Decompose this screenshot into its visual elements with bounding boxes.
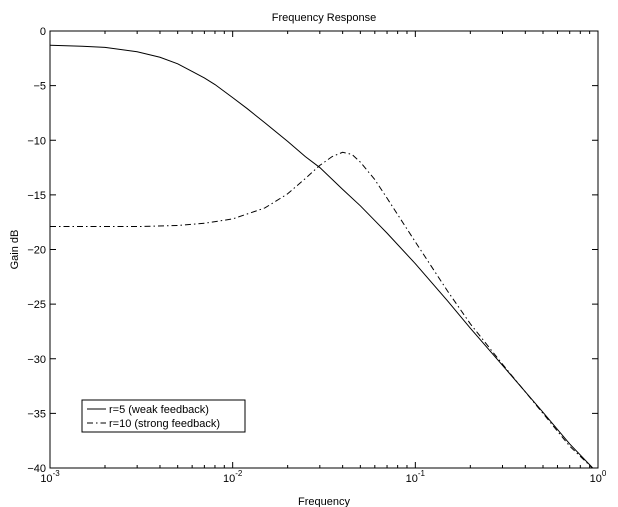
x-axis-label: Frequency xyxy=(298,496,350,507)
legend-label-weak: r=5 (weak feedback) xyxy=(109,404,209,416)
y-tick-label: −10 xyxy=(27,135,46,147)
legend: r=5 (weak feedback) r=10 (strong feedbac… xyxy=(81,399,246,433)
series-line-strong-feedback xyxy=(50,151,594,468)
axis-ticks xyxy=(49,30,599,469)
x-tick-label: 10-1 xyxy=(406,469,426,485)
y-tick-label: −5 xyxy=(33,81,46,93)
y-tick-label: −15 xyxy=(27,190,46,202)
y-tick-label: −25 xyxy=(27,299,46,311)
y-tick-label: −35 xyxy=(27,408,46,420)
legend-label-strong: r=10 (strong feedback) xyxy=(109,418,220,430)
tick-labels: 10-3 10-2 10-1 100 0 −5 −10 −15 −20 −25 −30 −35 −40 xyxy=(27,26,607,485)
y-axis-label: Gain dB xyxy=(9,230,21,270)
x-tick-label: 10-2 xyxy=(223,469,243,485)
series-line-weak-feedback xyxy=(50,44,594,468)
x-tick-label: 10-3 xyxy=(40,469,60,485)
y-tick-label: 0 xyxy=(40,26,46,38)
y-tick-label: −40 xyxy=(27,463,46,475)
y-tick-label: −20 xyxy=(27,245,46,257)
x-tick-label: 100 xyxy=(590,469,607,485)
chart-title: Frequency Response xyxy=(272,12,377,24)
legend-box xyxy=(81,399,246,433)
y-tick-label: −30 xyxy=(27,354,46,366)
plot-layer xyxy=(50,44,594,468)
